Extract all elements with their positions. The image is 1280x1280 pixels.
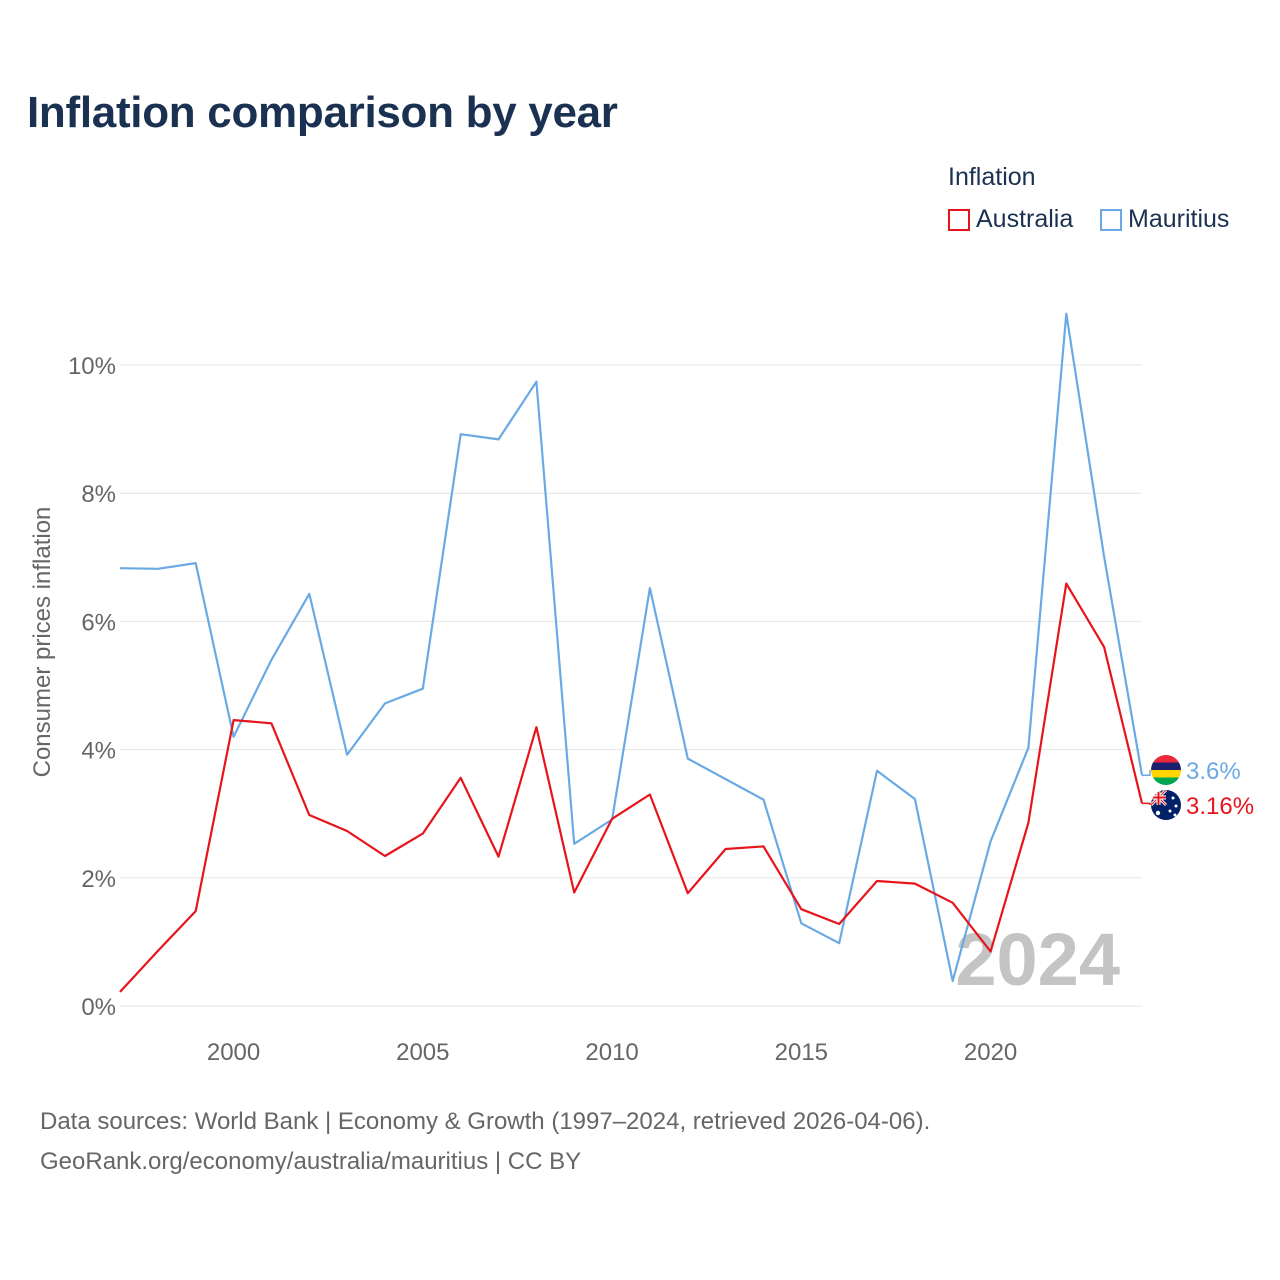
y-tick-label: 8% (81, 481, 116, 508)
legend-item-australia[interactable]: Australia (948, 205, 1073, 234)
x-tick-label: 2005 (396, 1039, 449, 1066)
x-tick-label: 2000 (207, 1039, 260, 1066)
legend-label-australia: Australia (976, 205, 1074, 233)
x-tick-label: 2020 (964, 1039, 1017, 1066)
end-connector-mauritius (1142, 770, 1151, 776)
chart-title: Inflation comparison by year (27, 88, 618, 137)
series-line-australia[interactable] (119, 582, 1144, 993)
legend-swatch-mauritius (1100, 208, 1122, 231)
legend-item-mauritius[interactable]: Mauritius (1100, 205, 1229, 234)
end-connector-australia (1142, 802, 1151, 805)
mauritius-flag-icon (1151, 755, 1181, 785)
x-tick-label: 2010 (585, 1039, 638, 1066)
end-label-australia: 3.16% (1186, 793, 1254, 820)
y-tick-label: 4% (81, 738, 116, 765)
y-tick-label: 6% (81, 609, 116, 636)
series-line-mauritius[interactable] (119, 312, 1144, 983)
source-line-2[interactable]: GeoRank.org/economy/australia/mauritius … (40, 1148, 582, 1175)
end-label-mauritius: 3.6% (1186, 758, 1241, 785)
y-tick-label: 10% (68, 353, 116, 380)
x-tick-label: 2015 (775, 1039, 828, 1066)
source-line-1: Data sources: World Bank | Economy & Gro… (40, 1108, 931, 1135)
legend-title: Inflation (948, 163, 1036, 191)
australia-flag-icon (1151, 790, 1181, 820)
legend-swatch-australia (948, 208, 970, 231)
y-tick-label: 2% (81, 866, 116, 893)
legend-label-mauritius: Mauritius (1128, 205, 1230, 233)
watermark-year: 2024 (955, 918, 1120, 1001)
y-tick-label: 0% (81, 994, 116, 1021)
y-axis-title: Consumer prices inflation (29, 507, 56, 778)
